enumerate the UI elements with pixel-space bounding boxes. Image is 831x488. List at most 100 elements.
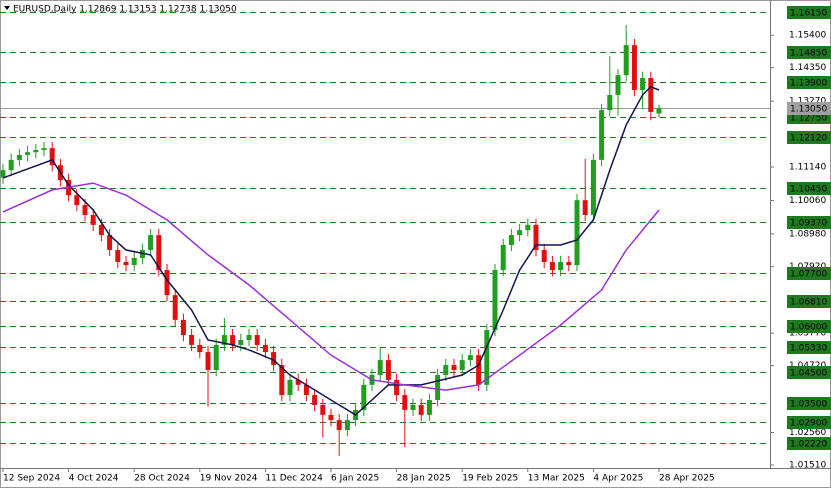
candle-body xyxy=(213,344,219,371)
candle-body xyxy=(467,355,473,361)
candle-body xyxy=(426,400,432,415)
candle-body xyxy=(525,224,531,231)
candle-body xyxy=(599,110,605,160)
level-label: 1.05330 xyxy=(790,344,827,354)
level-label: 1.10450 xyxy=(790,185,827,195)
candle-body xyxy=(0,170,6,178)
level-label-box xyxy=(787,366,831,379)
candle-body xyxy=(246,335,252,340)
candle-body xyxy=(435,374,441,401)
candle-body xyxy=(238,339,244,345)
candle-body xyxy=(41,148,47,151)
x-tick-label: 13 Mar 2025 xyxy=(528,474,585,484)
y-tick-label: 1.08980 xyxy=(789,229,826,239)
x-tick-label: 28 Jan 2025 xyxy=(397,474,451,484)
candle-body xyxy=(98,224,104,236)
candle-body xyxy=(607,94,613,111)
y-tick-label: 1.01510 xyxy=(789,460,826,470)
candle-body xyxy=(418,404,424,415)
level-label-box xyxy=(787,131,831,144)
candle-body xyxy=(148,235,154,250)
x-tick-label: 4 Oct 2024 xyxy=(69,474,119,484)
candle-body xyxy=(287,379,293,396)
candle-body xyxy=(558,262,564,271)
moving-average xyxy=(2,86,660,416)
candle-body xyxy=(303,384,309,396)
candle-body xyxy=(582,200,588,215)
candle-body xyxy=(394,379,400,396)
level-label: 1.12120 xyxy=(790,134,827,144)
x-tick-label: 28 Apr 2025 xyxy=(659,474,715,484)
candle-body xyxy=(230,335,236,345)
level-label: 1.03500 xyxy=(790,400,827,410)
candle-body xyxy=(25,152,31,155)
last-price-label: 1.13050 xyxy=(790,105,827,115)
level-label-box xyxy=(787,397,831,410)
level-label: 1.04500 xyxy=(790,369,827,379)
candle-body xyxy=(500,244,506,271)
candle-body xyxy=(172,295,178,320)
candle-body xyxy=(131,257,137,266)
candle-body xyxy=(271,352,277,366)
candle-body xyxy=(385,360,391,380)
candle-body xyxy=(484,330,490,385)
x-tick-label: 19 Feb 2025 xyxy=(462,474,518,484)
candle-body xyxy=(574,200,580,266)
candle-body xyxy=(615,75,621,95)
candle-body xyxy=(328,414,334,421)
candle-body xyxy=(336,420,342,431)
candle-body xyxy=(189,335,195,345)
candle-body xyxy=(361,384,367,410)
candle-body xyxy=(508,235,514,245)
level-label-box xyxy=(787,6,831,19)
level-label: 1.07700 xyxy=(790,270,827,280)
candle-body xyxy=(476,355,482,385)
candle-body xyxy=(459,360,465,371)
x-tick-label: 6 Jan 2025 xyxy=(331,474,379,484)
chart-title: EURUSD,Daily 1.12869 1.13153 1.12738 1.1… xyxy=(13,5,237,15)
y-tick-label: 1.15400 xyxy=(789,31,826,41)
candle-body xyxy=(107,235,113,250)
last-price-box xyxy=(787,102,831,115)
y-tick-label: 1.02560 xyxy=(789,428,826,438)
level-label: 1.09370 xyxy=(790,219,827,229)
candle-body xyxy=(254,335,260,345)
candle-body xyxy=(631,45,637,90)
level-label-box xyxy=(787,320,831,333)
candle-body xyxy=(279,365,285,396)
candle-body xyxy=(90,214,96,225)
level-label: 1.13900 xyxy=(790,79,827,89)
level-label: 1.06810 xyxy=(790,298,827,308)
candle-body xyxy=(451,365,457,371)
candle-body xyxy=(16,154,22,160)
level-label: 1.16150 xyxy=(790,9,827,19)
moving-average xyxy=(2,182,660,391)
y-tick-label: 1.05770 xyxy=(789,329,826,339)
candle-body xyxy=(156,235,162,271)
candle-body xyxy=(648,77,654,112)
level-label-box xyxy=(787,416,831,429)
candle-body xyxy=(640,77,646,90)
candle-body xyxy=(205,352,211,371)
x-tick-label: 4 Apr 2025 xyxy=(593,474,643,484)
candle-body xyxy=(8,159,14,171)
candle-body xyxy=(33,150,39,153)
candle-body xyxy=(377,360,383,375)
candle-body xyxy=(221,335,227,345)
candle-body xyxy=(402,395,408,410)
candle-body xyxy=(115,249,121,263)
candle-body xyxy=(82,205,88,215)
candle-body xyxy=(164,270,170,296)
candle-body xyxy=(623,45,629,76)
candle-body xyxy=(180,319,186,336)
level-label: 1.12750 xyxy=(790,114,827,124)
candle-body xyxy=(74,195,80,206)
level-label: 1.14850 xyxy=(790,49,827,59)
candle-body xyxy=(541,249,547,263)
candle-body xyxy=(566,262,572,266)
level-label-box xyxy=(787,437,831,450)
candle-body xyxy=(656,107,662,114)
